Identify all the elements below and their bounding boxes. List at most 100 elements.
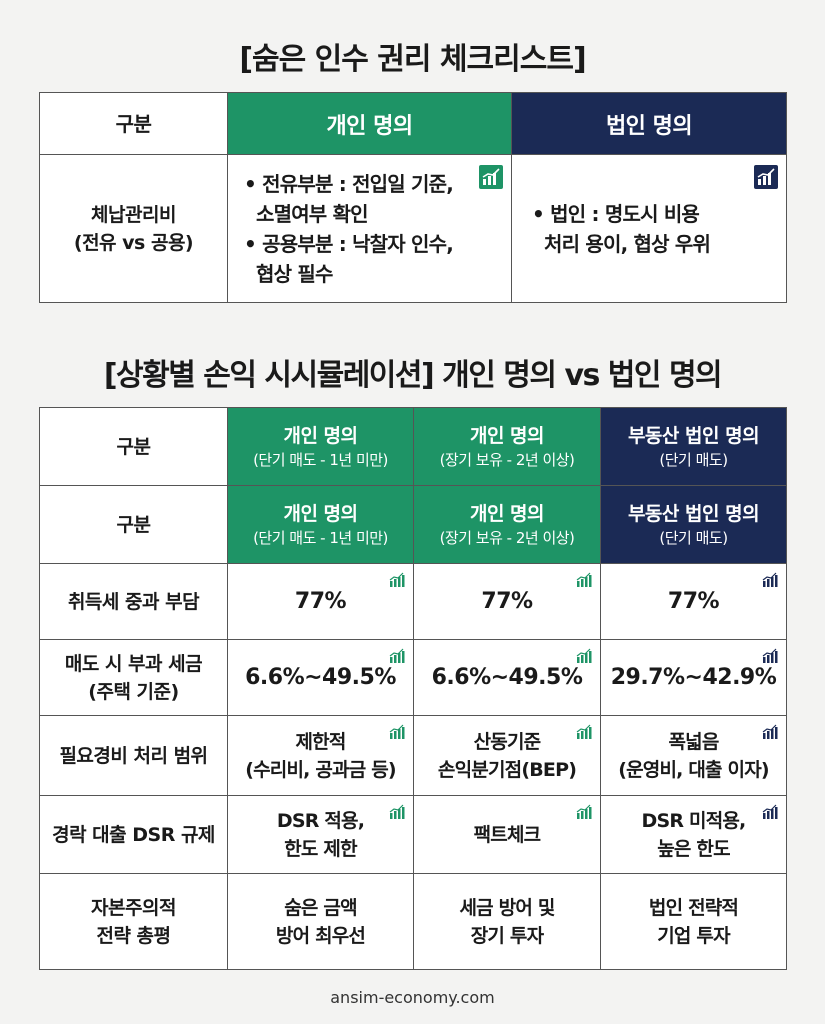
column-header: 개인 명의 (장기 보유 - 2년 이상)	[413, 407, 601, 486]
cell-line1: 숨은 금액	[284, 896, 357, 919]
checklist-table: 구분 개인 명의 법인 명의 체납관리비 (전유 vs 공용) • 전유부분 :…	[39, 92, 787, 303]
cell-line1: DSR 미적용,	[641, 809, 747, 832]
cell-line2: (운영비, 대출 이자)	[618, 758, 769, 781]
header-corp: 법인 명의	[511, 92, 787, 155]
column-header-subtitle: (단기 매도)	[659, 528, 728, 547]
cell-personal: • 전유부분 : 전입일 기준, 소멸여부 확인 • 공용부분 : 낙찰자 인수…	[227, 154, 512, 303]
cell-line1: DSR 적용,	[276, 809, 365, 832]
column-header-title: 부동산 법인 명의	[627, 502, 760, 525]
row-label: 경락 대출 DSR 규제	[39, 795, 228, 874]
label-line2: (전유 vs 공용)	[73, 231, 194, 254]
cell-line1: 법인 전략적	[648, 896, 739, 919]
cell-line1: 팩트체크	[473, 823, 542, 846]
cell-line2: 기업 투자	[657, 924, 730, 947]
table-cell: 팩트체크	[413, 795, 601, 874]
row-label-line1: 자본주의적	[91, 896, 176, 919]
table-cell: DSR 미적용, 높은 한도	[600, 795, 787, 874]
table-cell: 29.7%~42.9%	[600, 639, 787, 716]
bullet-line: 처리 용이, 협상 우위	[544, 231, 711, 256]
chart-navy-icon	[754, 165, 778, 189]
cell-line1: 폭넓음	[668, 730, 719, 753]
chart-green-icon	[576, 804, 592, 820]
chart-green-icon	[389, 648, 405, 664]
column-header-subtitle: (단기 매도 - 1년 미만)	[253, 450, 388, 469]
row-label: 취득세 중과 부담	[39, 563, 228, 640]
cell-line1: 77%	[294, 589, 347, 614]
chart-green-icon	[389, 804, 405, 820]
bullet-line: • 공용부분 : 낙찰자 인수,	[244, 231, 454, 256]
cell-line2: 손익분기점(BEP)	[437, 758, 577, 781]
header-personal: 개인 명의	[227, 92, 512, 155]
cell-line2: 방어 최우선	[275, 924, 366, 947]
column-header-subtitle: (단기 매도)	[659, 450, 728, 469]
column-header: 개인 명의 (단기 매도 - 1년 미만)	[227, 485, 414, 564]
chart-green-icon	[479, 165, 503, 189]
chart-green-icon	[576, 572, 592, 588]
column-header-title: 개인 명의	[469, 424, 545, 447]
cell-corp: • 법인 : 명도시 비용 처리 용이, 협상 우위	[511, 154, 787, 303]
label-line1: 체납관리비	[91, 203, 176, 226]
row-label-line2: 전략 총평	[96, 924, 171, 947]
footer-url: ansim-economy.com	[330, 988, 495, 1007]
column-header-subtitle: (장기 보유 - 2년 이상)	[439, 528, 575, 547]
cell-line2: 한도 제한	[284, 837, 357, 860]
row-label-line1: 취득세 중과 부담	[67, 590, 200, 613]
column-header-title: 개인 명의	[469, 502, 545, 525]
chart-green-icon	[576, 724, 592, 740]
column-header: 개인 명의 (단기 매도 - 1년 미만)	[227, 407, 414, 486]
cell-line1: 산동기준	[473, 730, 542, 753]
cell-line1: 77%	[481, 589, 533, 614]
simulation-title: [상황별 손익 시시뮬레이션] 개인 명의 vs 법인 명의	[103, 358, 723, 393]
cell-line2: 장기 투자	[470, 924, 544, 947]
row-label: 필요경비 처리 범위	[39, 715, 228, 796]
table-cell: 77%	[227, 563, 414, 640]
table-cell: 77%	[413, 563, 601, 640]
column-header-title: 개인 명의	[283, 502, 358, 525]
row-label-line1: 경락 대출 DSR 규제	[52, 823, 215, 846]
column-header-title: 부동산 법인 명의	[627, 424, 760, 447]
cell-line1: 6.6%~49.5%	[245, 665, 396, 690]
row-label-line1: 필요경비 처리 범위	[59, 744, 208, 767]
row-label-line1: 매도 시 부과 세금	[64, 652, 203, 675]
cell-line1: 6.6%~49.5%	[431, 665, 583, 690]
bullet-line: • 전유부분 : 전입일 기준,	[244, 171, 454, 196]
bullet-line: 소멸여부 확인	[256, 201, 369, 226]
simulation-table: 구분 개인 명의 (단기 매도 - 1년 미만) 개인 명의 (장기 보유 - 2년 이…	[39, 407, 787, 970]
header-category: 구분	[39, 92, 228, 155]
column-header-title: 개인 명의	[283, 424, 358, 447]
table-cell: DSR 적용, 한도 제한	[227, 795, 414, 874]
chart-green-icon	[389, 724, 405, 740]
column-header-subtitle: (단기 매도 - 1년 미만)	[253, 528, 388, 547]
cell-line2: (수리비, 공과금 등)	[245, 758, 396, 781]
chart-navy-icon	[762, 572, 778, 588]
column-header: 부동산 법인 명의 (단기 매도)	[600, 407, 787, 486]
table-cell: 6.6%~49.5%	[227, 639, 414, 716]
table-cell: 77%	[600, 563, 787, 640]
column-header-subtitle: (장기 보유 - 2년 이상)	[439, 450, 575, 469]
table-cell: 제한적 (수리비, 공과금 등)	[227, 715, 414, 796]
bullet-line: • 법인 : 명도시 비용	[532, 201, 700, 226]
row-label: 체납관리비 (전유 vs 공용)	[39, 154, 228, 303]
cell-line1: 세금 방어 및	[459, 896, 555, 919]
chart-green-icon	[389, 572, 405, 588]
chart-green-icon	[576, 648, 592, 664]
cell-line1: 77%	[667, 589, 720, 614]
chart-navy-icon	[762, 724, 778, 740]
cell-line1: 제한적	[295, 730, 346, 753]
table-cell: 폭넓음 (운영비, 대출 이자)	[600, 715, 787, 796]
chart-navy-icon	[762, 804, 778, 820]
row-label: 매도 시 부과 세금 (주택 기준)	[39, 639, 228, 716]
column-header: 부동산 법인 명의 (단기 매도)	[600, 485, 787, 564]
checklist-title: [숨은 인수 권리 체크리스트]	[239, 42, 586, 77]
cell-line2: 높은 한도	[657, 837, 730, 860]
cell-line1: 29.7%~42.9%	[610, 665, 777, 690]
table-cell: 6.6%~49.5%	[413, 639, 601, 716]
bullet-line: 협상 필수	[256, 261, 333, 286]
column-header: 개인 명의 (장기 보유 - 2년 이상)	[413, 485, 601, 564]
chart-navy-icon	[762, 648, 778, 664]
row-label-line2: (주택 기준)	[88, 680, 179, 703]
